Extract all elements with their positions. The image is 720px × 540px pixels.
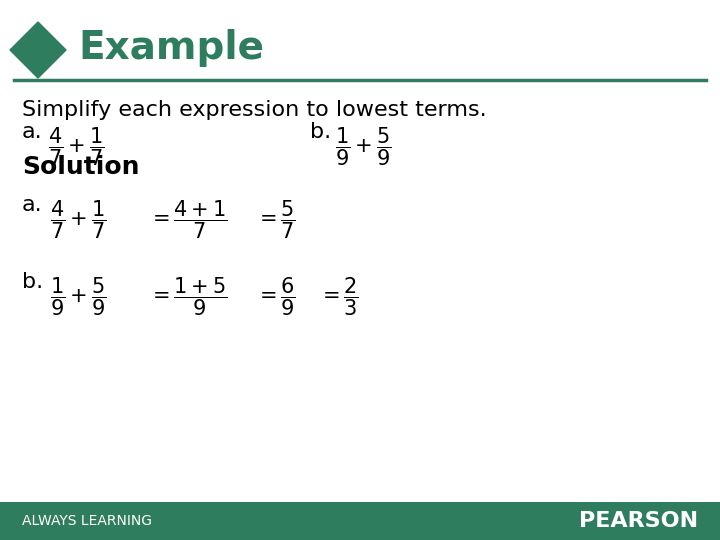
- Text: $\dfrac{4}{7}+\dfrac{1}{7}$: $\dfrac{4}{7}+\dfrac{1}{7}$: [50, 198, 107, 240]
- Text: a.: a.: [22, 195, 42, 215]
- Text: $=\dfrac{4+1}{7}$: $=\dfrac{4+1}{7}$: [148, 198, 228, 240]
- Text: $=\dfrac{2}{3}$: $=\dfrac{2}{3}$: [318, 275, 359, 318]
- Text: $=\dfrac{6}{9}$: $=\dfrac{6}{9}$: [255, 275, 296, 318]
- Text: Solution: Solution: [22, 155, 140, 179]
- Text: $\dfrac{4}{7}+\dfrac{1}{7}$: $\dfrac{4}{7}+\dfrac{1}{7}$: [48, 125, 105, 167]
- Text: a.: a.: [22, 122, 42, 142]
- Text: $\dfrac{1}{9}+\dfrac{5}{9}$: $\dfrac{1}{9}+\dfrac{5}{9}$: [335, 125, 392, 167]
- Text: Simplify each expression to lowest terms.: Simplify each expression to lowest terms…: [22, 100, 487, 120]
- Text: ALWAYS LEARNING: ALWAYS LEARNING: [22, 514, 152, 528]
- Text: Example: Example: [78, 29, 264, 67]
- Text: b.: b.: [310, 122, 331, 142]
- Text: $\dfrac{1}{9}+\dfrac{5}{9}$: $\dfrac{1}{9}+\dfrac{5}{9}$: [50, 275, 107, 318]
- Text: $=\dfrac{5}{7}$: $=\dfrac{5}{7}$: [255, 198, 296, 240]
- Polygon shape: [10, 22, 66, 78]
- Text: $=\dfrac{1+5}{9}$: $=\dfrac{1+5}{9}$: [148, 275, 228, 318]
- Text: PEARSON: PEARSON: [579, 511, 698, 531]
- FancyBboxPatch shape: [0, 502, 720, 540]
- Text: b.: b.: [22, 272, 43, 292]
